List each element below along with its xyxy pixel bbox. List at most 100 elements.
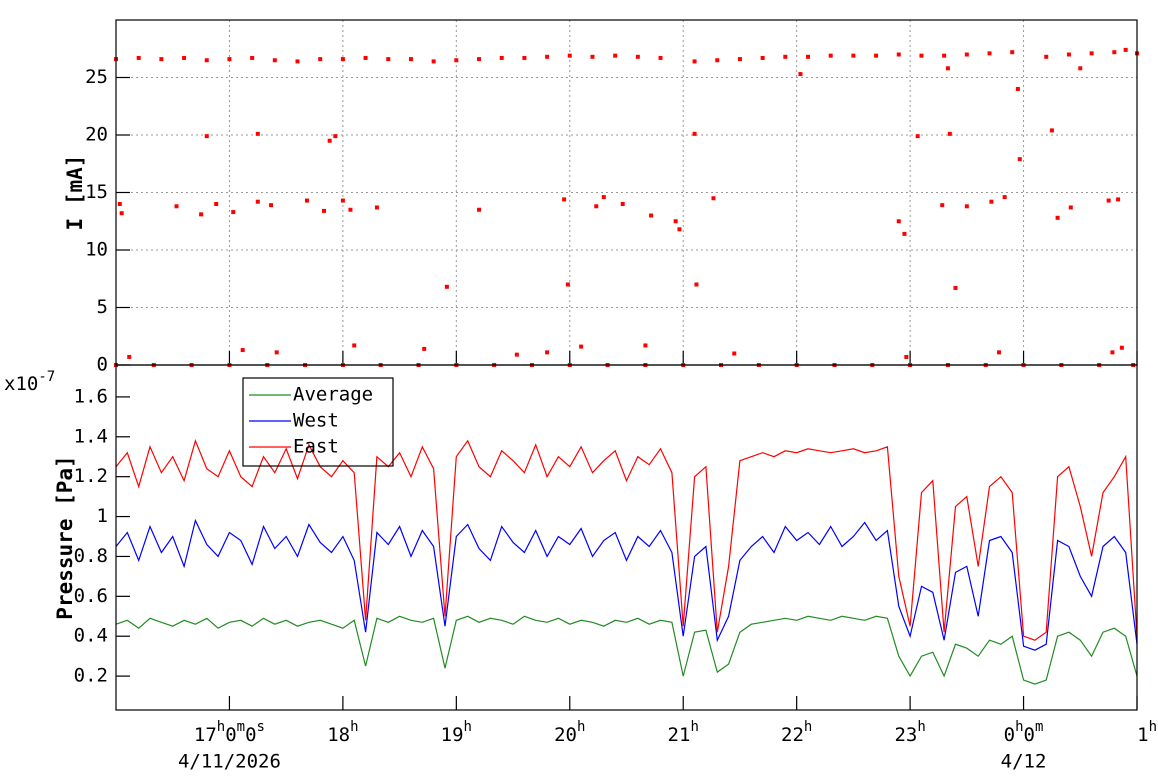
point (340, 198, 345, 203)
point (1044, 54, 1049, 59)
point (545, 54, 550, 59)
point (333, 134, 338, 139)
y-tick-label: 1.4 (74, 425, 108, 447)
point (694, 282, 699, 287)
point (514, 352, 519, 357)
point (947, 131, 952, 136)
y-tick-label: 0.8 (74, 545, 108, 567)
point (352, 343, 357, 348)
point (318, 57, 323, 62)
point (477, 207, 482, 212)
point (919, 53, 924, 58)
point (806, 54, 811, 59)
point (635, 54, 640, 59)
series-line (115, 438, 1138, 641)
point (798, 72, 803, 77)
x-tick-label: 17h0m0s (194, 719, 265, 746)
point (567, 53, 572, 58)
frame (115, 364, 1138, 711)
point (304, 198, 309, 203)
x-tick-label: 22h (781, 719, 812, 746)
legend-label: East (293, 436, 339, 458)
point (590, 54, 595, 59)
point (499, 55, 504, 60)
point (227, 57, 232, 62)
point (942, 53, 947, 58)
y-tick-label: 0.4 (74, 625, 108, 647)
point (204, 58, 209, 63)
point (953, 285, 958, 290)
x-tick-label: 19h (441, 719, 472, 746)
point (269, 203, 274, 208)
x-tick-label: 20h (554, 719, 585, 746)
point (711, 196, 716, 201)
point (649, 213, 654, 218)
point (964, 204, 969, 209)
point (1015, 87, 1020, 91)
point (545, 350, 550, 355)
point (760, 55, 765, 60)
point (1112, 50, 1117, 55)
x-tick-label: 0h0m (1004, 719, 1044, 746)
point (902, 231, 907, 236)
point (987, 51, 992, 56)
point (594, 204, 599, 209)
point (431, 59, 436, 64)
point (408, 57, 413, 62)
point (1010, 50, 1015, 55)
point (851, 53, 856, 58)
point (214, 202, 219, 206)
point (327, 138, 332, 143)
point (677, 227, 682, 232)
point (119, 211, 124, 216)
point (874, 53, 879, 58)
y-tick-label: 10 (85, 239, 108, 261)
point (620, 202, 625, 206)
y-axis-label: I [mA] (63, 155, 87, 231)
point (1068, 205, 1073, 210)
y-multiplier: x10-7 (4, 369, 55, 395)
x-tick-label: 23h (894, 719, 925, 746)
point (1049, 128, 1054, 133)
plot-area (115, 438, 1138, 685)
point (295, 59, 300, 64)
point (240, 348, 245, 353)
legend-label: Average (293, 384, 373, 406)
point (562, 197, 567, 202)
x-date-label: 4/11/2026 (178, 751, 281, 773)
point (737, 57, 742, 62)
point (643, 343, 648, 348)
point (896, 219, 901, 224)
point (1116, 197, 1121, 202)
point (732, 351, 737, 356)
point (613, 53, 618, 58)
point (274, 350, 279, 355)
point (321, 208, 326, 213)
y-tick-label: 15 (85, 181, 108, 203)
point (159, 57, 164, 62)
y-tick-label: 5 (97, 296, 108, 318)
point (204, 134, 209, 139)
point (945, 66, 950, 71)
point (579, 344, 584, 349)
point (255, 131, 260, 136)
point (692, 131, 697, 136)
legend-label: West (293, 410, 339, 432)
point (1119, 345, 1124, 350)
point (673, 219, 678, 224)
point (363, 55, 368, 60)
y-tick-label: 0 (97, 354, 108, 376)
point (117, 202, 122, 206)
point (522, 55, 527, 60)
point (964, 52, 969, 57)
point (454, 58, 459, 63)
point (692, 59, 697, 64)
series-line (115, 518, 1138, 651)
point (348, 207, 353, 212)
point (231, 210, 236, 215)
point (199, 212, 204, 217)
point (1002, 195, 1007, 200)
y-tick-label: 25 (85, 66, 108, 88)
